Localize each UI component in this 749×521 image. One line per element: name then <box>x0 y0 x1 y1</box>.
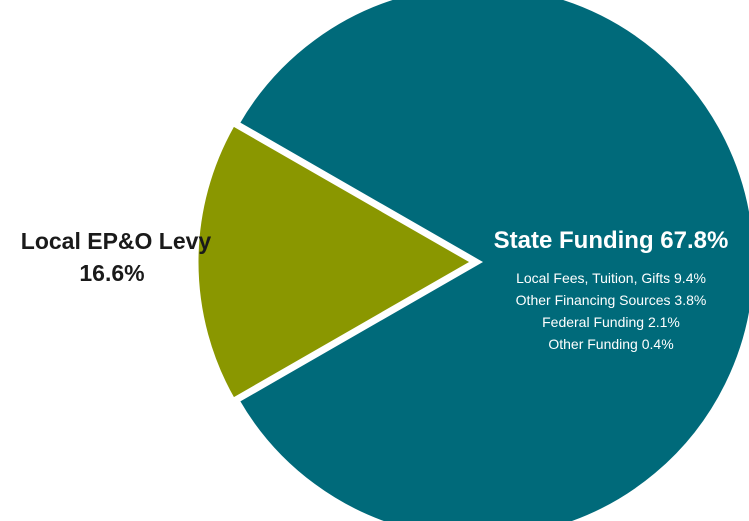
slice-label-state-funding: State Funding 67.8% <box>494 227 729 254</box>
pie-slice-local-levy <box>193 120 480 404</box>
annotation-federal-funding: Federal Funding 2.1% <box>542 314 680 330</box>
annotation-other-financing: Other Financing Sources 3.8% <box>516 292 707 308</box>
slice-label-local-levy-value: 16.6% <box>79 260 144 286</box>
pie-slices <box>193 0 749 521</box>
pie-slice-state-funding <box>233 0 749 521</box>
annotation-local-fees: Local Fees, Tuition, Gifts 9.4% <box>516 270 706 286</box>
annotation-other-funding: Other Funding 0.4% <box>548 336 673 352</box>
slice-label-local-levy-name: Local EP&O Levy <box>21 228 212 254</box>
